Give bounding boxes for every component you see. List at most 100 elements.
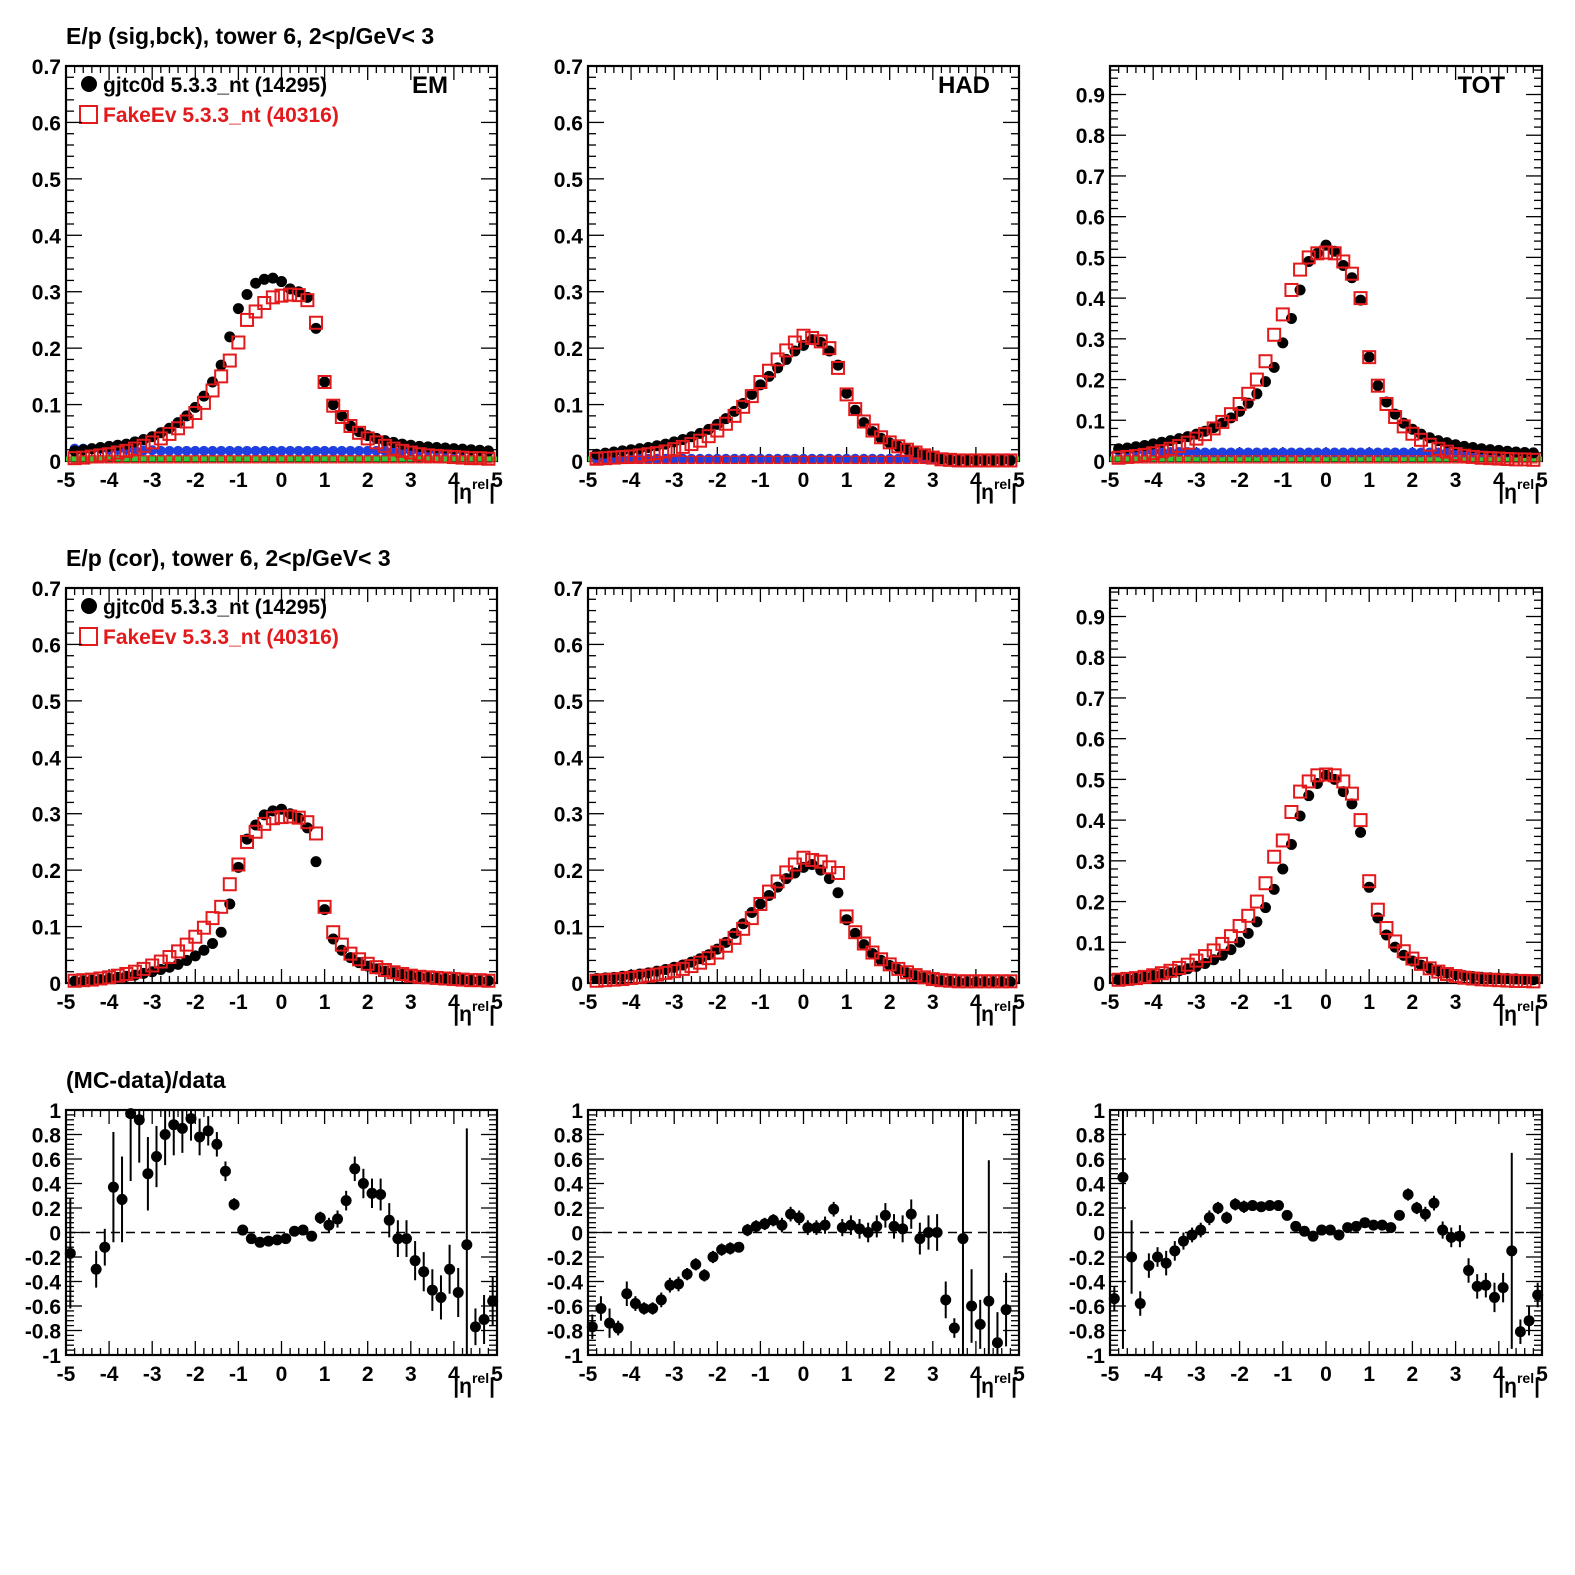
x-axis-label-bar: | [1011, 1375, 1017, 1398]
data-point [319, 376, 331, 388]
mc-point [977, 453, 992, 468]
mc-point [1258, 354, 1273, 369]
mc-point [1003, 974, 1018, 989]
mc-point [93, 971, 108, 986]
y-tick-label: 0.8 [1076, 1125, 1106, 1148]
background-data-point [190, 445, 201, 456]
mc-point [805, 330, 820, 345]
ratio-point [1281, 1209, 1293, 1221]
x-tick-label: -4 [1144, 1363, 1163, 1386]
mc-point [882, 435, 897, 450]
mc-point [1137, 969, 1152, 984]
x-tick-label: -3 [143, 991, 162, 1014]
ratio-point [375, 1189, 387, 1201]
background-mc-point [389, 455, 398, 464]
ratio-point [940, 1294, 952, 1306]
mc-point [951, 974, 966, 989]
ratio-point [922, 1227, 934, 1238]
background-mc-point [191, 455, 200, 464]
x-tick-label: -4 [622, 991, 641, 1014]
mc-point [1388, 410, 1403, 425]
x-axis-label-bar: | [489, 481, 495, 504]
background-mc-point [346, 455, 355, 464]
x-tick-label: -5 [579, 1363, 598, 1386]
background-data-point [302, 445, 313, 456]
mc-point [994, 453, 1009, 468]
row3-title: (MC-data)/data [66, 1067, 226, 1093]
legend-data-marker [81, 598, 97, 614]
x-tick-label: -3 [665, 469, 684, 492]
y-tick-label: 0.5 [554, 691, 584, 714]
panel-ratio-em: -5 -4 -3 -2 -1 0 1 2 3 4 5|ηrel|-1-0.8-0.6-0.4-0.2… [25, 1100, 503, 1398]
mc-point [917, 448, 932, 463]
x-tick-label: 2 [884, 1363, 896, 1386]
y-tick-label: 0.4 [554, 225, 584, 248]
plot-frame [1108, 64, 1544, 463]
x-tick-label: 0 [276, 469, 288, 492]
panel-ratio-tot: -5 -4 -3 -2 -1 0 1 2 3 4 5|ηrel|-1-0.8-0.6-0.4-0.2… [1069, 1100, 1548, 1398]
ratio-point [185, 1113, 197, 1125]
ratio-point [245, 1233, 257, 1245]
background-mc-point [1365, 455, 1374, 464]
data-point [232, 303, 244, 315]
background-mc-point [730, 455, 739, 465]
background-mc-point [1373, 455, 1382, 464]
x-axis-label-sup: rel [1517, 998, 1534, 1014]
mc-point [84, 972, 99, 987]
mc-point [1414, 432, 1429, 447]
mc-point [1146, 968, 1161, 983]
mc-point [779, 343, 794, 358]
data-point [729, 405, 741, 417]
x-tick-label: 3 [1450, 991, 1462, 1014]
mc-point [421, 448, 436, 463]
mc-point [899, 965, 914, 980]
mc-point [1500, 451, 1515, 466]
ratio-point [151, 1151, 163, 1163]
ratio-point [647, 1302, 659, 1314]
ratio-point [802, 1222, 814, 1234]
ratio-point [211, 1138, 223, 1150]
x-tick-label: -1 [751, 1363, 770, 1386]
mc-point [110, 968, 125, 983]
background-mc-point [285, 455, 295, 464]
y-tick-label: 0.3 [1076, 329, 1105, 352]
x-tick-label: -4 [622, 1363, 641, 1386]
mc-point [693, 433, 708, 448]
ratio-point [1290, 1220, 1302, 1232]
mc-point [1362, 350, 1377, 365]
ratio-point [1488, 1291, 1500, 1303]
mc-point [377, 963, 392, 978]
data-point [1004, 976, 1016, 988]
mc-point [93, 448, 108, 463]
background-mc-point [859, 455, 868, 465]
x-tick-label: -5 [1101, 469, 1120, 492]
mc-point [438, 449, 453, 464]
x-tick-label: 3 [405, 991, 417, 1014]
x-axis-label-sup: rel [1517, 476, 1534, 492]
mc-point [1457, 970, 1472, 985]
y-tick-label: 0.4 [32, 1174, 62, 1197]
data-point [215, 359, 227, 371]
mc-point [127, 964, 142, 979]
ratio-point [1229, 1198, 1241, 1210]
mc-point [684, 959, 699, 974]
x-tick-label: 3 [927, 991, 939, 1014]
mc-point [1180, 957, 1195, 972]
data-point [1285, 312, 1297, 324]
ratio-point [297, 1224, 309, 1236]
ratio-point [957, 1233, 969, 1245]
mc-point [727, 930, 742, 945]
mc-point [76, 973, 91, 988]
background-mc-point [268, 455, 278, 464]
ratio-point [366, 1187, 378, 1199]
mc-point [1474, 450, 1489, 465]
background-mc-point [713, 455, 722, 465]
background-mc-point [764, 455, 774, 465]
y-tick-label: 0.4 [1076, 810, 1106, 833]
ratio-point [983, 1295, 995, 1307]
mc-point [102, 970, 117, 985]
ratio-point [349, 1163, 361, 1175]
background-mc-point [208, 455, 217, 464]
mc-point [1448, 447, 1463, 462]
background-mc-point [234, 455, 243, 464]
